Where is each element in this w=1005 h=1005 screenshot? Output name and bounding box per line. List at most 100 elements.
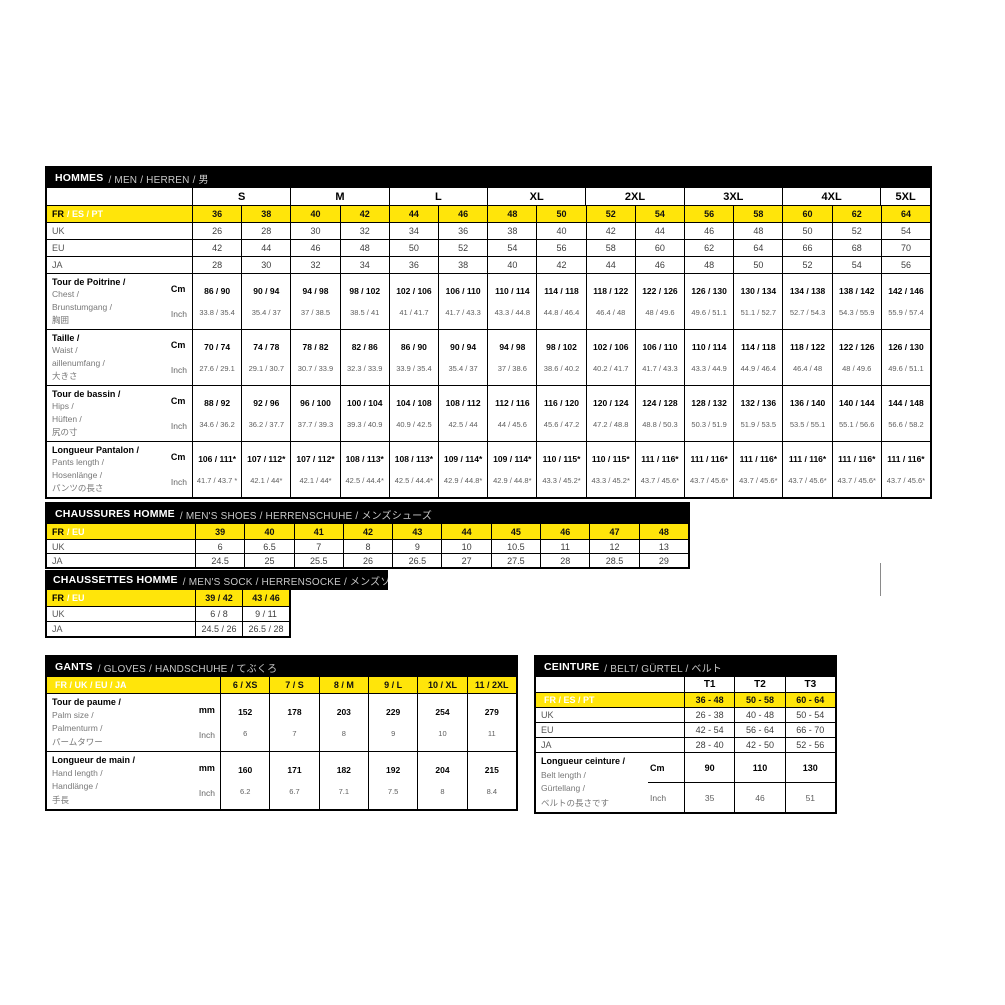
top-value: 229: [386, 706, 401, 717]
section-row: Tour de Poitrine / Chest / Brunstumgang / 胸…: [47, 273, 930, 329]
region-value-cell: 56: [880, 257, 930, 273]
section-row: Tour de paume / Palm size / Palmenturm / パー…: [47, 693, 516, 751]
section-label-cell: Tour de Poitrine / Chest / Brunstumgang / 胸…: [47, 274, 192, 329]
region-value-cell: 24.5: [195, 554, 244, 567]
size-cell: 58: [733, 206, 782, 222]
bottom-value: 48 / 49.6: [645, 308, 675, 317]
region-row-label: EU: [541, 725, 554, 735]
region-value-cell: 28.5: [589, 554, 638, 567]
section-sublabel: 尻の寸: [52, 426, 78, 437]
region-value-cell: 36: [438, 223, 487, 239]
region-value-cell: 64: [733, 240, 782, 256]
section-sublabel: ベルトの長さです: [541, 797, 610, 808]
size-cell: 43: [392, 524, 441, 539]
section-label: Taille / Waist / aillenumfang / 大きさ: [52, 333, 105, 382]
top-value: 88 / 92: [204, 398, 231, 408]
size-cell: 11 / 2XL: [466, 677, 516, 693]
bottom-value: 48 / 49.6: [842, 364, 872, 373]
section-value-cell: 152 6: [220, 694, 269, 751]
region-value-cell: 42 - 50: [734, 738, 784, 752]
bottom-value: 44 / 45.6: [497, 420, 527, 429]
region-value-cell: 50: [782, 223, 831, 239]
section-sublabel: aillenumfang /: [52, 357, 105, 368]
stray-divider: [880, 563, 881, 596]
top-value: 122 / 126: [839, 342, 875, 352]
region-value-cell: 34: [388, 223, 438, 239]
fr-size-row: FR / ES / PT 36 - 48 50 - 58 60 - 64: [536, 692, 835, 707]
region-value-cell: 30: [290, 223, 339, 239]
section-value-cell: 254 10: [417, 694, 466, 751]
bottom-value: 43.3 / 45.2*: [542, 476, 581, 485]
section-value-cell: 130 / 134 51.1 / 52.7: [733, 274, 782, 329]
region-value-cell: 52: [438, 240, 487, 256]
bottom-value: 55.9 / 57.4: [888, 308, 924, 317]
unit-bottom-label: Inch: [650, 792, 667, 803]
section-label-cell: Tour de paume / Palm size / Palmenturm / パー…: [47, 694, 220, 751]
region-value-cell: 46: [290, 240, 339, 256]
size-cell: 50: [536, 206, 585, 222]
section-label: Tour de Poitrine / Chest / Brunstumgang / 胸…: [52, 277, 125, 326]
bottom-value: 53.5 / 55.1: [789, 420, 826, 429]
section-value-cell: 182 7.1: [318, 752, 368, 809]
top-value: 126 / 130: [888, 342, 924, 352]
inch-value-cell: 35: [684, 783, 734, 812]
section-value-cell: 126 / 130 49.6 / 51.1: [684, 274, 733, 329]
region-value-cell: 70: [880, 240, 930, 256]
bottom-value: 7.5: [387, 787, 399, 797]
bottom-value: 45.6 / 47.2: [543, 420, 580, 429]
region-value-cell: 28: [241, 223, 290, 239]
size-cell: 46: [438, 206, 487, 222]
region-value-cell: 8: [342, 540, 392, 553]
size-cell: 39 / 42: [195, 590, 242, 606]
section-value-cell: 138 / 142 54.3 / 55.9: [831, 274, 881, 329]
size-cell: 60 - 64: [784, 693, 835, 707]
size-cell: 6 / XS: [220, 677, 269, 693]
table-hommes-body: S M L XL 2XL 3XL 4XL 5XL FR / ES / PT 36 38 40 42 44 46…: [47, 188, 930, 497]
bottom-value: 56.6 / 58.2: [888, 420, 924, 429]
region-value-cell: 40: [536, 223, 585, 239]
size-cell: 10 / XL: [417, 677, 466, 693]
top-value: 120 / 124: [593, 398, 629, 408]
size-cell: 46: [540, 524, 589, 539]
region-value-cell: 9 / 11: [242, 607, 289, 621]
bottom-value: 54.3 / 55.9: [839, 308, 875, 317]
section-value-cell: 107 / 112* 42.1 / 44*: [290, 442, 339, 497]
table-hommes-title-band: HOMMES / MEN / HERREN / 男: [47, 168, 930, 188]
size-cell: 40: [290, 206, 339, 222]
bottom-value: 55.1 / 56.6: [839, 420, 875, 429]
table-title-secondary: / MEN / HERREN / 男: [108, 174, 209, 186]
section-label: Longueur de main / Hand length / Handlänge…: [52, 755, 135, 806]
top-value: 118 / 122: [593, 286, 629, 296]
bottom-value: 50.3 / 51.9: [691, 420, 727, 429]
top-value: 90 / 94: [253, 286, 280, 296]
bottom-value: 43.7 / 45.6*: [689, 476, 729, 485]
region-value-cell: 24.5 / 26: [195, 622, 242, 636]
top-value: 106 / 110: [642, 342, 678, 352]
section-label: Longueur Pantalon / Pants length / Hosenlä…: [52, 445, 139, 494]
size-cell: 48: [487, 206, 536, 222]
section-value-cell: 279 11: [466, 694, 516, 751]
region-value-cell: 27.5: [490, 554, 540, 567]
section-label-cell: Longueur ceinture / Belt length / Gürtella…: [536, 753, 648, 812]
table-title-secondary: / MEN'S SHOES / HERRENSCHUHE / メンズシューズ: [179, 510, 433, 522]
region-value-cell: 6.5: [244, 540, 293, 553]
top-value: 111 / 116*: [641, 454, 679, 464]
region-value-cell: 56 - 64: [734, 723, 784, 737]
top-value: 136 / 140: [789, 398, 826, 408]
region-row: UK 26 - 38 40 - 48 50 - 54: [536, 707, 835, 722]
section-sublabel: 大きさ: [52, 370, 78, 381]
bottom-value: 44.8 / 46.4: [543, 308, 580, 317]
section-label: Tour de paume / Palm size / Palmenturm / パー…: [52, 697, 121, 748]
section-value-cell: 110 / 115* 43.3 / 45.2*: [536, 442, 585, 497]
top-value: 114 / 118: [544, 286, 579, 296]
region-value-cell: 44: [585, 257, 635, 273]
section-value-cell: 114 / 118 44.9 / 46.4: [733, 330, 782, 385]
region-value-cell: 56: [536, 240, 585, 256]
bottom-value: 48.8 / 50.3: [642, 420, 678, 429]
section-sublabel: 手長: [52, 795, 70, 805]
region-value-cell: 42 - 54: [684, 723, 734, 737]
size-cell: 47: [589, 524, 638, 539]
top-value: 108 / 113*: [394, 454, 434, 464]
size-group-header: XL: [486, 188, 585, 205]
